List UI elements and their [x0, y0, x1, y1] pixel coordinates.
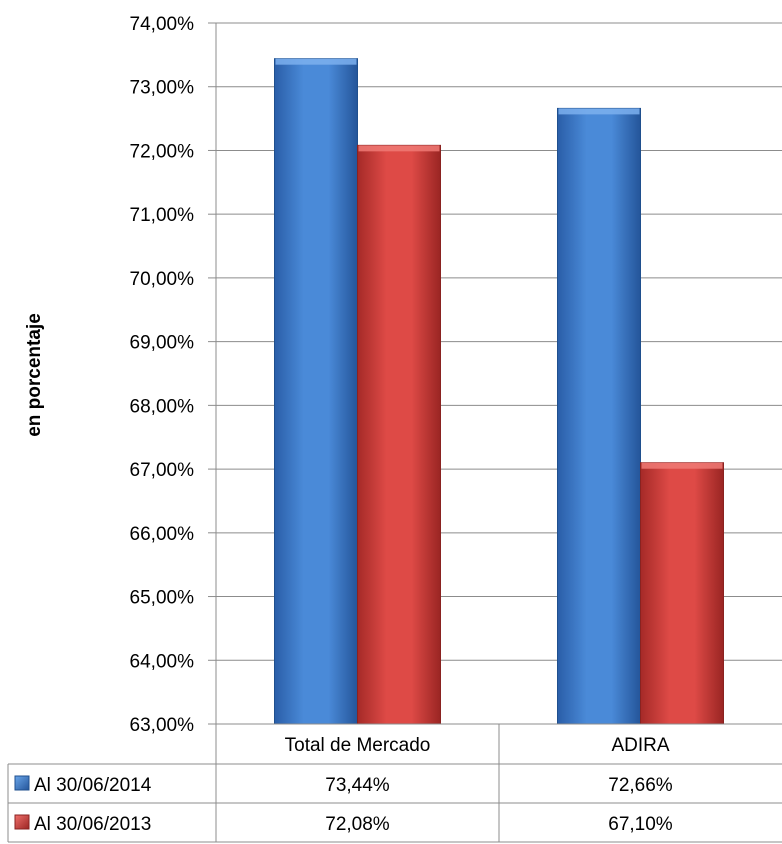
y-tick-label: 69,00% [130, 333, 195, 354]
y-tick-label: 70,00% [130, 269, 195, 290]
y-tick-label: 63,00% [130, 715, 195, 736]
legend-swatch [14, 814, 30, 830]
y-tick-label: 72,00% [130, 141, 195, 162]
y-tick-label: 65,00% [130, 588, 195, 609]
data-label: 73,44% [325, 775, 390, 796]
y-tick-label: 71,00% [130, 205, 195, 226]
y-axis-label: en porcentaje [24, 313, 45, 437]
bar-total-de-mercado-series-1 [357, 144, 441, 725]
y-tick-label: 73,00% [130, 78, 195, 99]
bar-highlight [641, 462, 723, 469]
bar-highlight [275, 58, 357, 65]
category-label: ADIRA [611, 735, 669, 756]
y-tick-label: 74,00% [130, 14, 195, 35]
bar-adira-series-0 [557, 107, 641, 725]
category-label: Total de Mercado [285, 735, 431, 756]
legend-entry: Al 30/06/2013 [34, 814, 151, 835]
y-axis-ticks: 63,00% 64,00% 65,00% 66,00% 67,00% 68,00% 69,0… [130, 14, 216, 736]
legend-entry: Al 30/06/2014 [34, 775, 152, 796]
bar-total-de-mercado-series-0 [274, 58, 358, 725]
y-tick-label: 66,00% [130, 524, 195, 545]
bar-adira-series-1 [640, 462, 724, 725]
data-label: 72,08% [325, 814, 390, 835]
bar-highlight [558, 108, 640, 115]
bar-highlight [358, 145, 440, 152]
data-label: 72,66% [608, 775, 673, 796]
y-tick-label: 64,00% [130, 651, 195, 672]
data-table: Total de Mercado ADIRA Al 30/06/2014 73,44%… [7, 724, 782, 843]
y-tick-label: 68,00% [130, 396, 195, 417]
data-label: 67,10% [608, 814, 673, 835]
legend-swatch [14, 775, 30, 791]
y-tick-label: 67,00% [130, 460, 195, 481]
bars [274, 58, 724, 725]
